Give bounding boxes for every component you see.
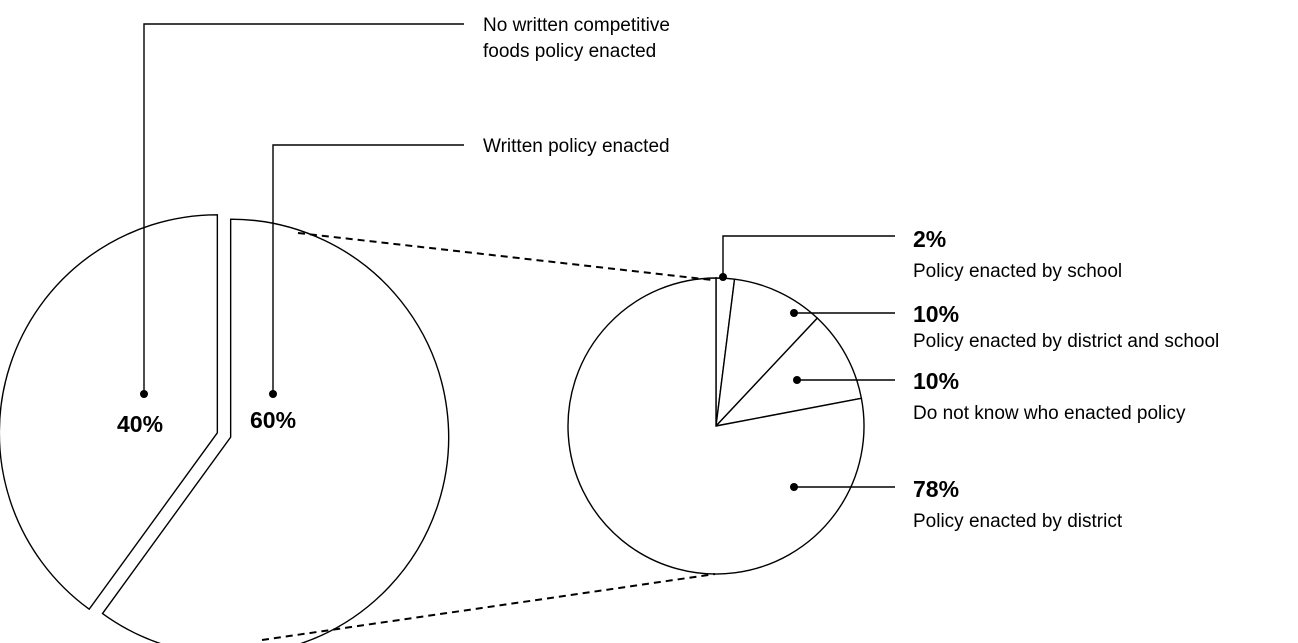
slice-value-district: 78%	[913, 476, 959, 502]
leader-dot-district-and-school	[790, 309, 798, 317]
slice-label-written-policy: Written policy enacted	[483, 136, 670, 157]
pie-slice-unknown	[714, 317, 863, 428]
leader-dot-school	[719, 273, 727, 281]
slice-label-district: Policy enacted by district	[913, 511, 1123, 532]
slice-value-no-policy: 40%	[117, 411, 163, 437]
slice-value-district-and-school: 10%	[913, 301, 959, 327]
leader-dot-written-policy	[269, 390, 277, 398]
leader-line-written-policy	[272, 144, 464, 394]
slice-value-unknown: 10%	[913, 368, 959, 394]
slice-label-no-policy-line-1: No written competitive	[483, 15, 670, 36]
connector-line-top	[297, 232, 713, 281]
slice-value-written-policy: 60%	[250, 407, 296, 433]
pie-slice-written-policy	[101, 218, 450, 643]
main-pie-labels: No written competitive foods policy enac…	[117, 15, 675, 437]
leader-dot-no-policy	[140, 390, 148, 398]
pie-slice-district	[567, 277, 865, 575]
slice-label-school: Policy enacted by school	[913, 261, 1122, 282]
connector-line-bottom	[261, 573, 716, 641]
slice-label-district-and-school: Policy enacted by district and school	[913, 331, 1219, 352]
breakdown-pie-labels: 2% Policy enacted by school 10% Policy e…	[719, 226, 1219, 532]
slice-label-unknown: Do not know who enacted policy	[913, 403, 1186, 424]
main-pie	[0, 214, 450, 643]
leader-line-no-policy	[143, 23, 464, 394]
leader-dot-unknown	[793, 376, 801, 384]
leader-dot-district	[790, 483, 798, 491]
slice-value-school: 2%	[913, 226, 946, 252]
leader-line-school	[722, 235, 895, 277]
breakdown-pie	[567, 277, 865, 575]
slice-label-no-policy: No written competitive foods policy enac…	[483, 15, 675, 62]
slice-label-no-policy-line-2: foods policy enacted	[483, 41, 656, 62]
